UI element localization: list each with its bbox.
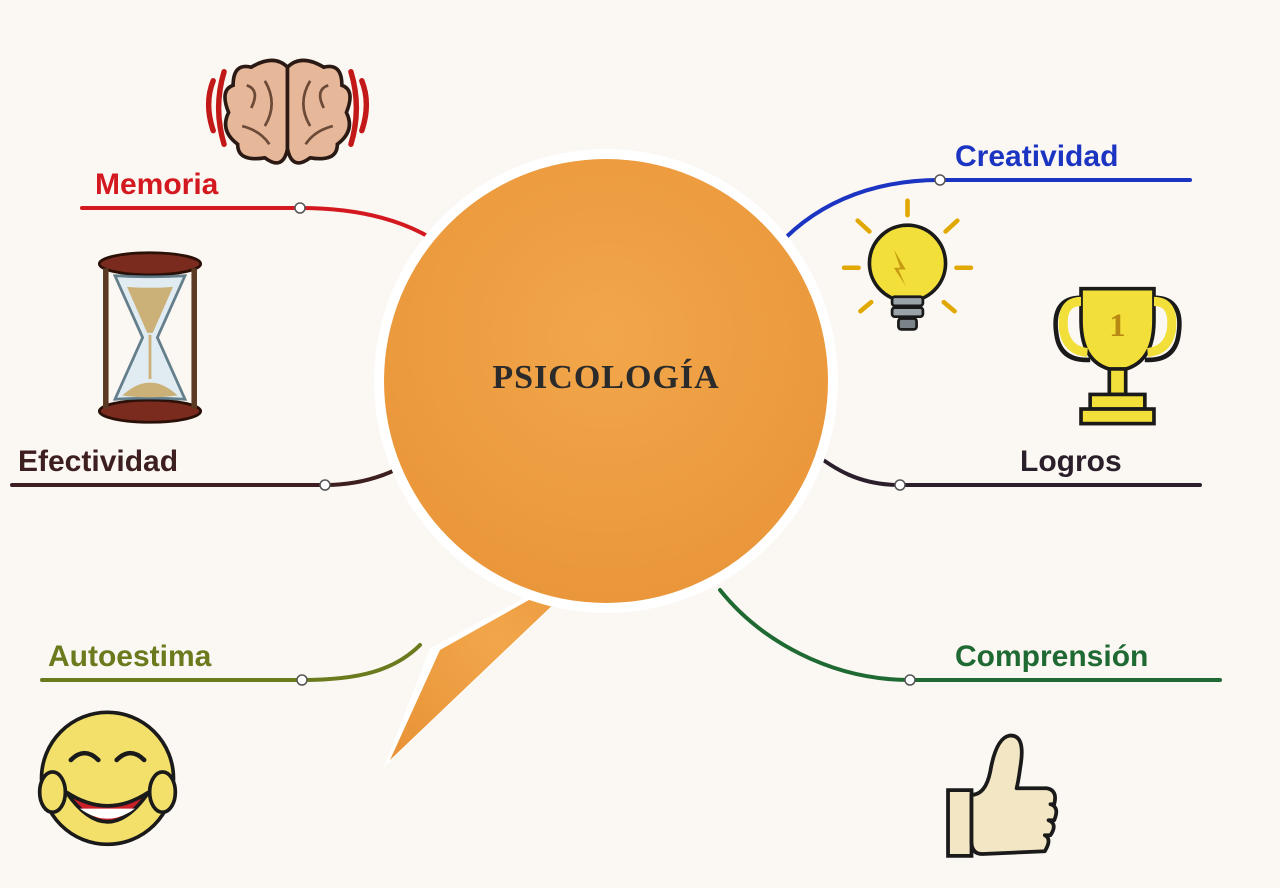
thumbs-up-icon xyxy=(915,715,1075,870)
brain-icon xyxy=(195,40,380,185)
happy-face-icon xyxy=(25,700,190,875)
svg-text:1: 1 xyxy=(1109,308,1125,344)
branch-label-logros: Logros xyxy=(1020,445,1122,479)
mindmap-stage: PSICOLOGÍA MemoriaEfectividadAutoestimaC… xyxy=(0,0,1280,888)
branch-label-efectividad: Efectividad xyxy=(18,445,178,479)
branch-label-creatividad: Creatividad xyxy=(955,140,1118,174)
hourglass-icon xyxy=(85,250,215,425)
branch-label-comprension: Comprensión xyxy=(955,640,1148,674)
branch-label-autoestima: Autoestima xyxy=(48,640,211,674)
lightbulb-icon xyxy=(835,195,980,345)
center-title: PSICOLOGÍA xyxy=(486,359,726,397)
mindmap-svg xyxy=(0,0,1280,888)
trophy-icon: 1 xyxy=(1040,270,1195,435)
